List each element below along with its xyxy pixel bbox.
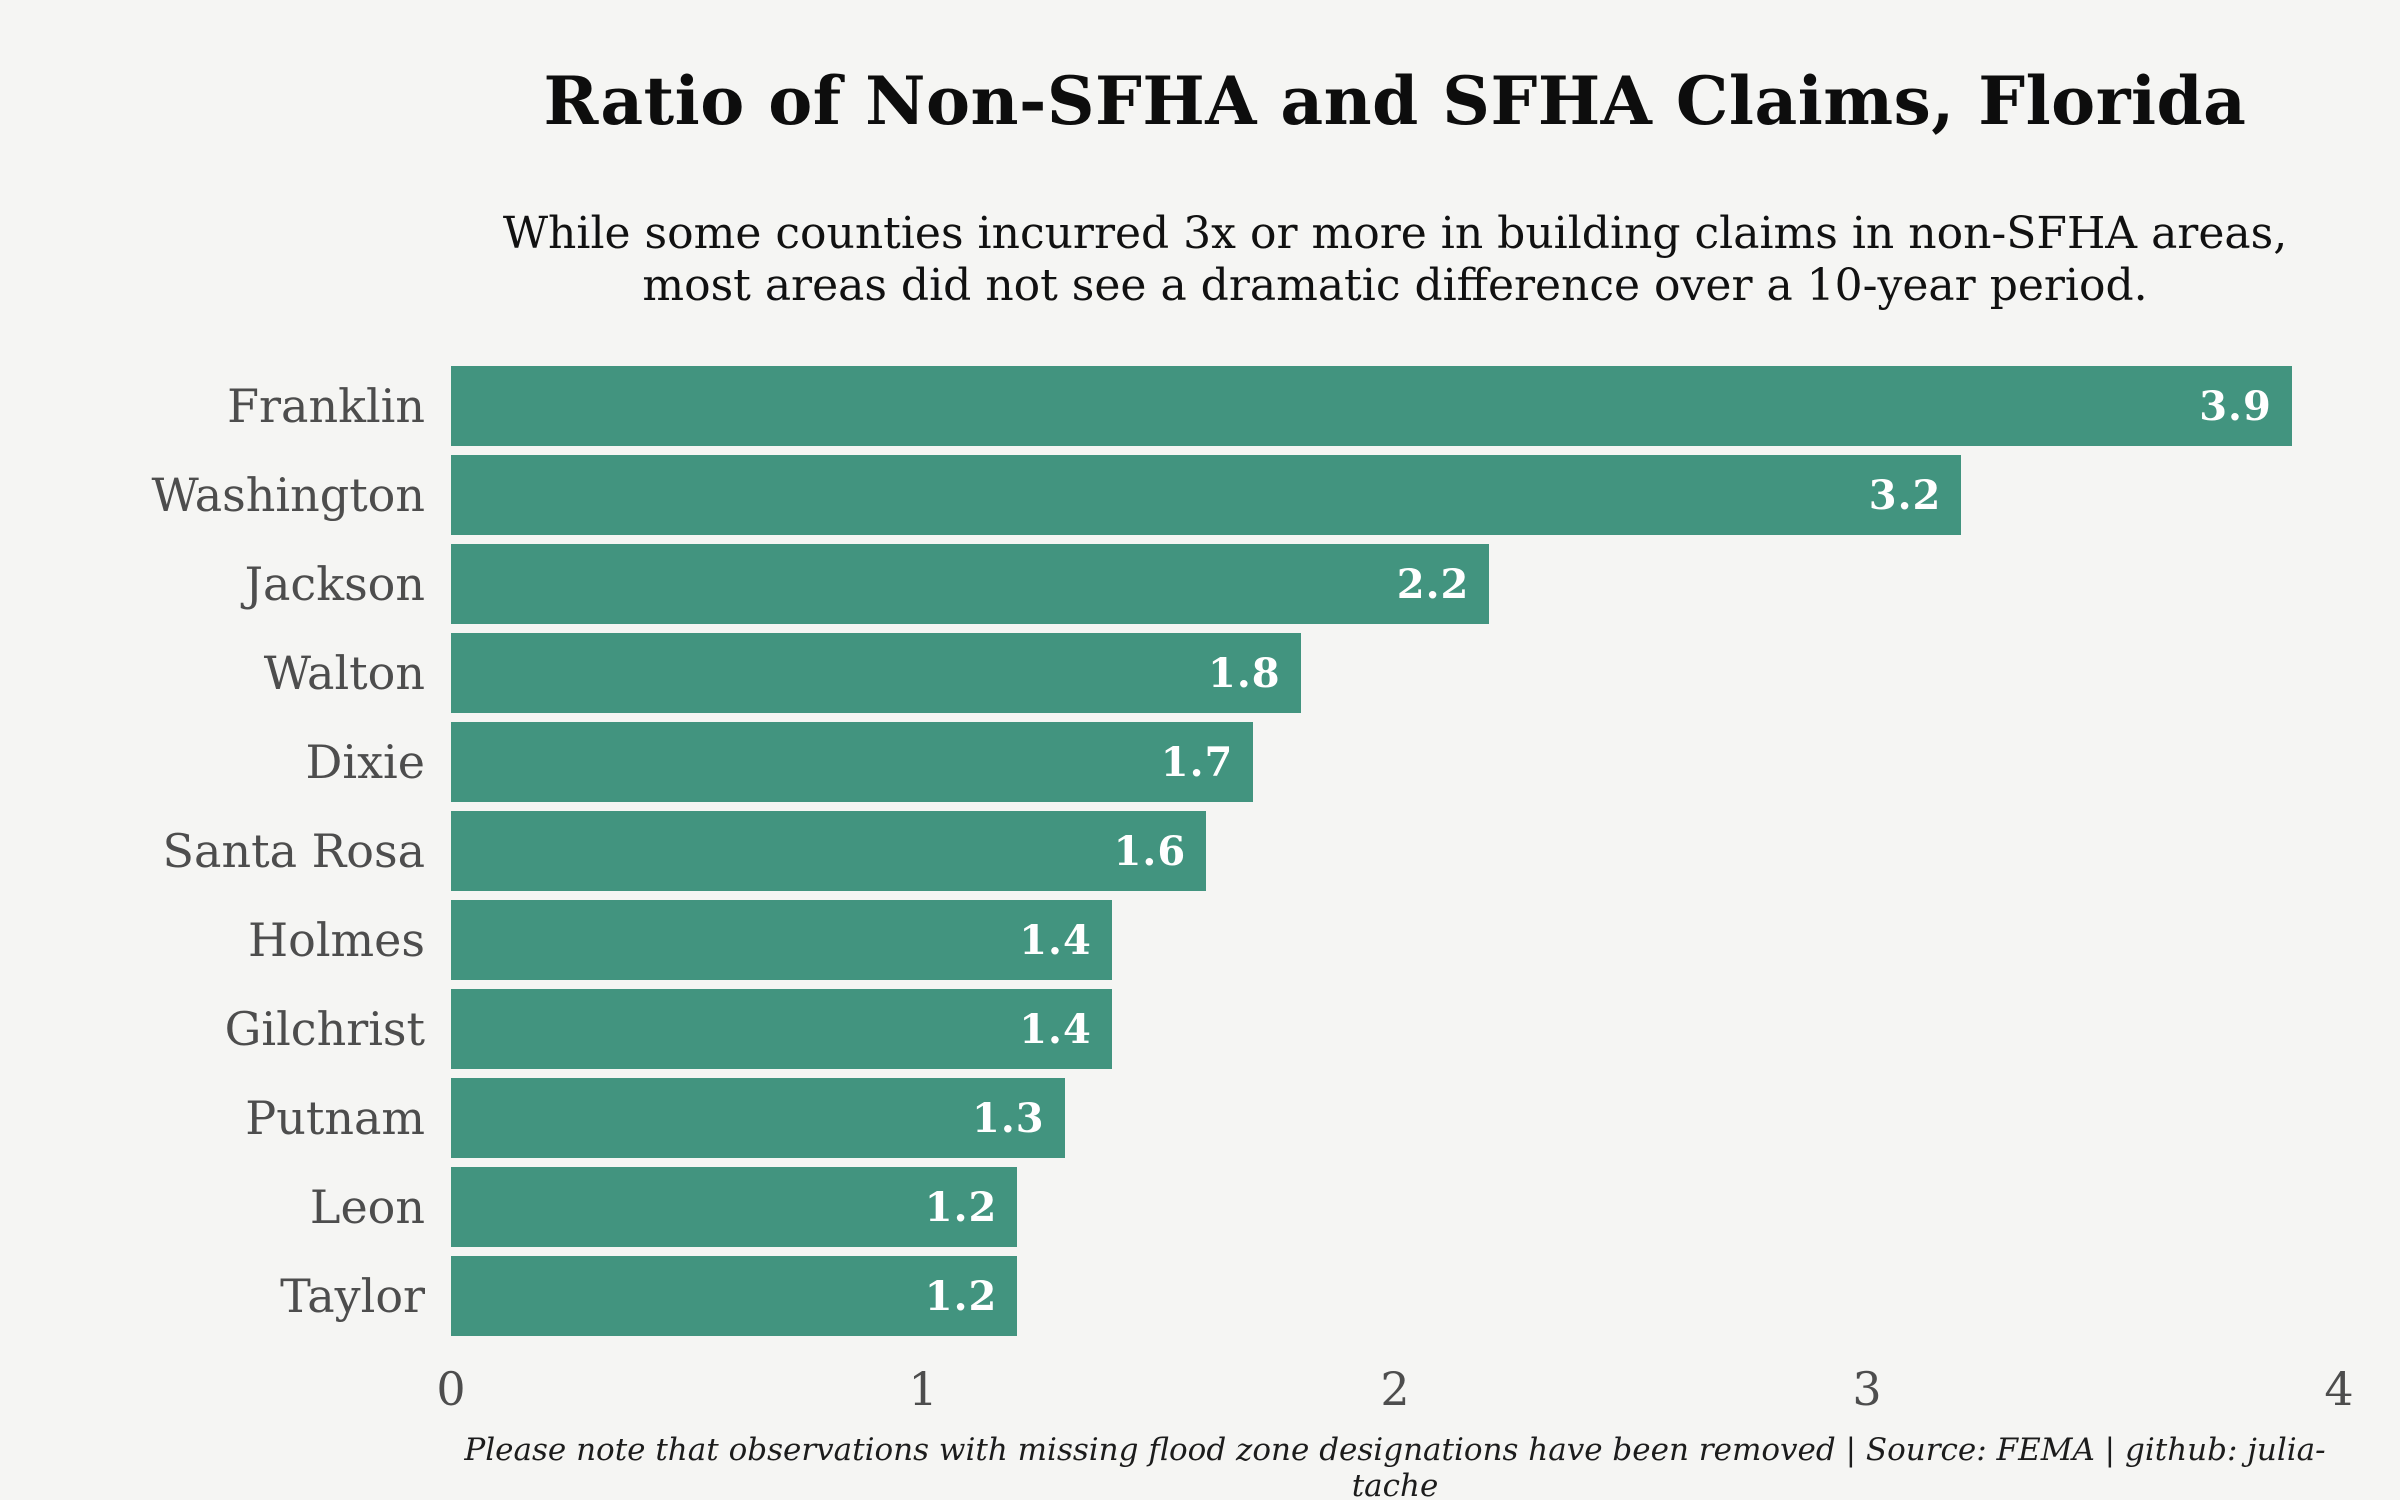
bar-row: Dixie 1.7 — [0, 722, 2400, 802]
bar: 1.3 — [451, 1078, 1065, 1158]
bar-track: 2.2 — [451, 544, 2339, 624]
x-axis-tick: 1 — [908, 1362, 938, 1416]
bar: 1.6 — [451, 811, 1207, 891]
x-axis: 0 1 2 3 4 — [436, 1362, 2353, 1426]
category-label: Gilchrist — [224, 1002, 425, 1056]
bar-track: 1.6 — [451, 811, 2339, 891]
category-label: Walton — [263, 646, 425, 700]
category-label: Santa Rosa — [162, 824, 425, 878]
bar-value-label: 2.2 — [1396, 560, 1470, 608]
bar-value-label: 3.9 — [2199, 382, 2272, 430]
bar-value-label: 1.8 — [1208, 649, 1281, 697]
x-axis-tick: 3 — [1852, 1362, 1882, 1416]
bar: 1.8 — [451, 633, 1301, 713]
bar-value-label: 1.2 — [924, 1183, 998, 1231]
category-label: Taylor — [280, 1269, 425, 1323]
bar-track: 3.9 — [451, 366, 2339, 446]
bar: 1.2 — [451, 1167, 1018, 1247]
bar-value-label: 1.3 — [972, 1094, 1045, 1142]
bar: 1.2 — [451, 1256, 1018, 1336]
bar: 3.2 — [451, 455, 1962, 535]
bar-track: 1.7 — [451, 722, 2339, 802]
bar-value-label: 3.2 — [1868, 471, 1942, 519]
chart-title: Ratio of Non-SFHA and SFHA Claims, Flori… — [543, 62, 2247, 140]
category-label: Leon — [309, 1180, 425, 1234]
bar: 3.9 — [451, 366, 2292, 446]
bar-row: Gilchrist 1.4 — [0, 989, 2400, 1069]
chart-subtitle-line-2: most areas did not see a dramatic differ… — [642, 259, 2148, 311]
chart-subtitle-line-1: While some counties incurred 3x or more … — [502, 208, 2288, 259]
bar-value-label: 1.6 — [1113, 827, 1187, 875]
bar-row: Holmes 1.4 — [0, 900, 2400, 980]
bar-row: Jackson 2.2 — [0, 544, 2400, 624]
category-label: Holmes — [248, 913, 425, 967]
bar-track: 1.2 — [451, 1256, 2339, 1336]
x-axis-tick: 4 — [2324, 1362, 2354, 1416]
bar-track: 1.4 — [451, 900, 2339, 980]
bar-track: 3.2 — [451, 455, 2339, 535]
category-label: Franklin — [227, 379, 425, 433]
category-label: Jackson — [244, 557, 425, 611]
category-label: Washington — [151, 468, 425, 522]
bar-row: Washington 3.2 — [0, 455, 2400, 535]
chart-subtitle: While some counties incurred 3x or more … — [451, 208, 2339, 312]
bar-track: 1.8 — [451, 633, 2339, 713]
bar-value-label: 1.7 — [1160, 738, 1234, 786]
bar-row: Taylor 1.2 — [0, 1256, 2400, 1336]
category-label: Dixie — [305, 735, 425, 789]
bar-value-label: 1.2 — [924, 1272, 998, 1320]
category-label: Putnam — [245, 1091, 425, 1145]
chart-header: Ratio of Non-SFHA and SFHA Claims, Flori… — [451, 0, 2339, 312]
x-axis-tick: 0 — [436, 1362, 466, 1416]
bar: 1.4 — [451, 900, 1112, 980]
bar-row: Santa Rosa 1.6 — [0, 811, 2400, 891]
chart-caption: Please note that observations with missi… — [464, 1432, 2326, 1500]
bar: 1.4 — [451, 989, 1112, 1069]
bar-row: Leon 1.2 — [0, 1167, 2400, 1247]
x-axis-tick: 2 — [1380, 1362, 1410, 1416]
bar-track: 1.4 — [451, 989, 2339, 1069]
bar-value-label: 1.4 — [1019, 916, 1092, 964]
bar-row: Putnam 1.3 — [0, 1078, 2400, 1158]
bar-value-label: 1.4 — [1019, 1005, 1092, 1053]
bar-rows: Franklin 3.9 Washington 3.2 Jackson 2.2 — [0, 366, 2400, 1336]
bar-row: Walton 1.8 — [0, 633, 2400, 713]
bar-track: 1.2 — [451, 1167, 2339, 1247]
bar-row: Franklin 3.9 — [0, 366, 2400, 446]
bar: 2.2 — [451, 544, 1490, 624]
bar: 1.7 — [451, 722, 1254, 802]
bar-track: 1.3 — [451, 1078, 2339, 1158]
